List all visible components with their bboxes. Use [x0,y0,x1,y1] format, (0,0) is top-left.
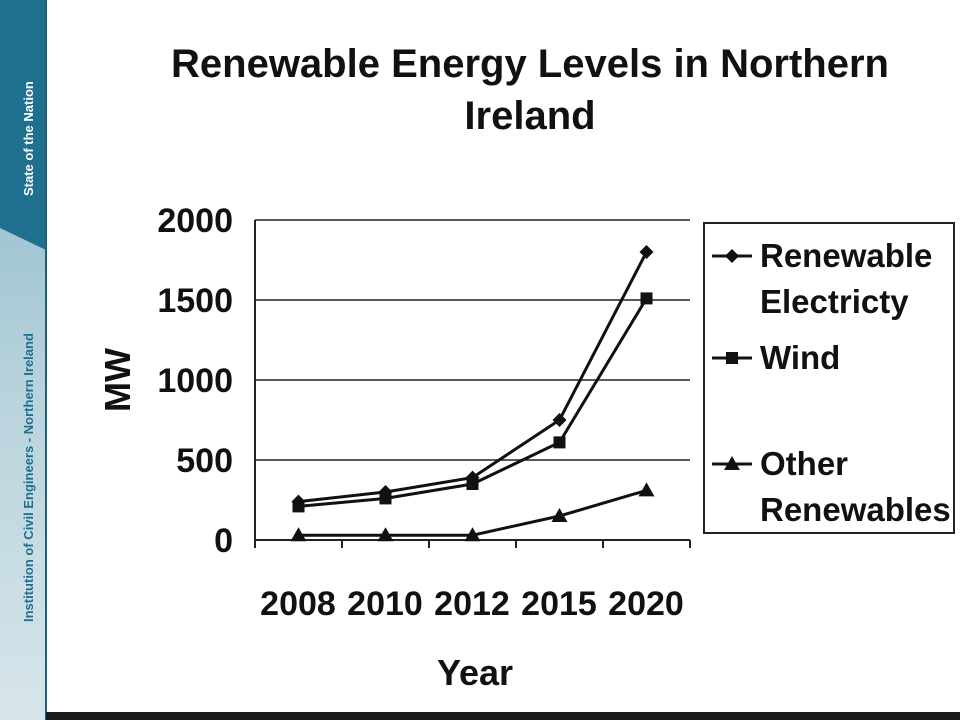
data-point [290,527,307,542]
x-tick-label: 2010 [347,585,423,623]
sidebar-divider [45,0,47,720]
data-point [377,527,394,542]
legend-label: Renewable [760,237,932,274]
sidebar-accent [0,0,46,250]
y-axis-label: MW [97,348,138,412]
data-point [638,482,655,497]
legend-label: Other [760,445,848,482]
data-point [553,436,566,449]
legend-marker [724,456,740,470]
legend-label: Wind [760,339,840,376]
y-tick-label: 0 [214,522,233,560]
data-point [464,527,481,542]
legend-marker [725,249,739,263]
legend-marker [726,352,738,364]
legend-label: Renewables [760,491,951,528]
data-point [552,413,567,427]
data-point [466,478,479,490]
x-tick-label: 2012 [434,585,510,623]
sidebar: State of the Nation Institution of Civil… [0,0,46,720]
data-point [292,500,305,513]
y-tick-label: 2000 [157,202,233,240]
data-point [379,492,392,505]
data-point [551,508,568,522]
y-tick-label: 1500 [157,282,233,320]
chart-title: Renewable Energy Levels in Northern Irel… [171,42,889,138]
y-tick-label: 1000 [157,362,233,400]
y-tick-label: 500 [176,442,233,480]
data-point [639,245,654,259]
series-line-1 [298,251,648,504]
bottom-divider [46,712,960,720]
x-tick-label: 2015 [521,585,597,623]
x-axis-label: Year [437,652,513,693]
x-tick-label: 2020 [608,585,684,623]
x-tick-label: 2008 [260,585,336,623]
legend-label: Electricty [760,283,909,320]
data-point [640,292,653,305]
legend-box [703,222,955,534]
